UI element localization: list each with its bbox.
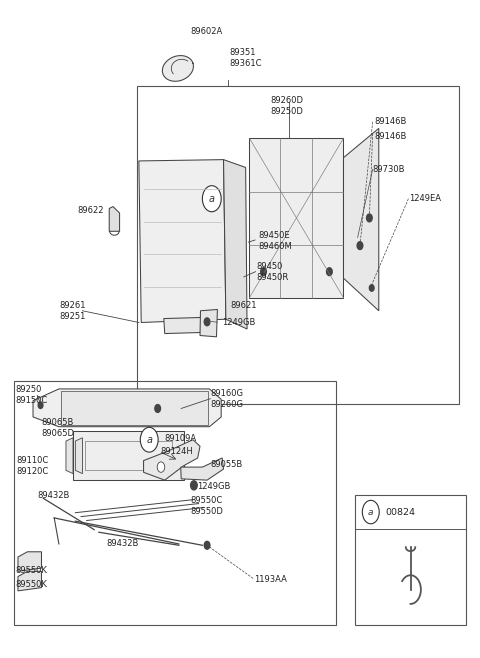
Text: 89550K: 89550K <box>15 580 47 589</box>
Polygon shape <box>109 207 120 231</box>
Polygon shape <box>61 391 208 426</box>
Text: 89260D
89250D: 89260D 89250D <box>271 96 303 116</box>
Polygon shape <box>164 317 209 334</box>
Polygon shape <box>18 571 41 591</box>
Text: 89065B
89065D: 89065B 89065D <box>41 418 74 438</box>
Text: 89730B: 89730B <box>372 165 405 174</box>
Circle shape <box>157 462 165 472</box>
Text: 89351
89361C: 89351 89361C <box>229 48 262 68</box>
Polygon shape <box>144 440 200 480</box>
Circle shape <box>203 186 221 212</box>
Circle shape <box>326 268 332 276</box>
Text: a: a <box>209 193 215 204</box>
Text: 89450
89450R: 89450 89450R <box>256 262 288 282</box>
Circle shape <box>367 214 372 222</box>
Polygon shape <box>181 458 224 480</box>
Circle shape <box>204 318 210 326</box>
Text: 89124H: 89124H <box>160 447 193 456</box>
Text: 89550K: 89550K <box>15 565 47 574</box>
Text: 89055B: 89055B <box>211 460 243 469</box>
Text: 89110C
89120C: 89110C 89120C <box>16 456 49 476</box>
Circle shape <box>155 405 160 413</box>
Polygon shape <box>33 389 221 426</box>
Text: 1249EA: 1249EA <box>409 194 441 203</box>
Bar <box>14 381 336 625</box>
Bar <box>73 431 183 480</box>
Circle shape <box>191 481 197 490</box>
Bar <box>355 495 466 625</box>
Text: 89146B: 89146B <box>374 117 407 126</box>
Text: 89550C
89550D: 89550C 89550D <box>191 496 224 517</box>
Text: 89450E
89460M: 89450E 89460M <box>259 231 293 251</box>
Polygon shape <box>139 160 226 322</box>
Circle shape <box>261 268 266 276</box>
Bar <box>85 441 172 470</box>
Circle shape <box>357 241 363 249</box>
Text: 89432B: 89432B <box>106 540 138 549</box>
Text: 1193AA: 1193AA <box>254 575 287 584</box>
Polygon shape <box>75 438 83 474</box>
Text: a: a <box>368 507 373 517</box>
Circle shape <box>362 500 379 524</box>
Text: 89146B: 89146B <box>374 132 407 141</box>
Text: 00824: 00824 <box>386 507 416 517</box>
Polygon shape <box>18 552 41 571</box>
Text: 89261
89251: 89261 89251 <box>59 301 85 321</box>
Text: 89621: 89621 <box>230 301 257 310</box>
Polygon shape <box>224 160 247 329</box>
Polygon shape <box>200 309 217 337</box>
Polygon shape <box>66 438 73 474</box>
Text: 89602A: 89602A <box>191 28 223 36</box>
Circle shape <box>204 542 210 549</box>
Text: 1249GB: 1249GB <box>197 482 230 491</box>
Text: 1249GB: 1249GB <box>222 318 255 327</box>
Text: 89622: 89622 <box>78 206 104 215</box>
Text: 89109A: 89109A <box>165 434 197 443</box>
Polygon shape <box>344 128 379 311</box>
Text: a: a <box>146 435 152 445</box>
Text: 89160G
89260G: 89160G 89260G <box>211 389 244 409</box>
Bar <box>136 86 459 404</box>
Circle shape <box>370 285 374 291</box>
Text: 89250
89150C: 89250 89150C <box>15 386 48 405</box>
Circle shape <box>38 402 43 409</box>
Text: 89432B: 89432B <box>38 491 70 499</box>
Polygon shape <box>162 56 193 81</box>
Bar <box>250 138 344 297</box>
Circle shape <box>140 427 158 452</box>
